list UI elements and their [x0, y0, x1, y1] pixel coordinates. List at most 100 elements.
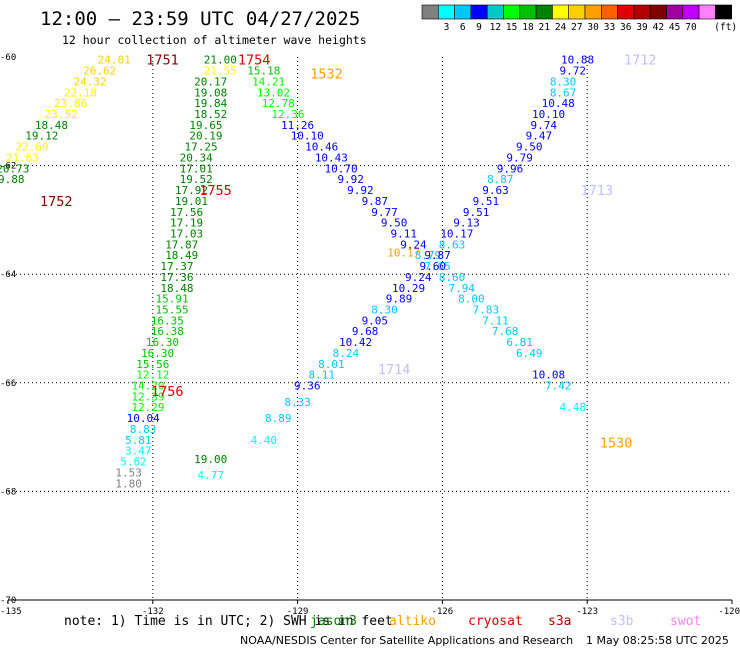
data-point-label: 9.13 [453, 217, 480, 230]
data-point-label: 8.87 [487, 173, 514, 186]
legend-swatch [454, 4, 472, 20]
data-point-label: 9.50 [381, 217, 408, 230]
legend-swatch [470, 4, 488, 20]
data-point-label: 12.78 [262, 97, 295, 110]
data-point-label: 9.72 [559, 65, 586, 78]
data-point-label: 9.47 [526, 130, 553, 143]
pass-label: 1530 [600, 436, 633, 452]
data-point-label: 19.84 [194, 97, 227, 110]
data-point-label: 21.63 [6, 151, 39, 164]
data-point-label: 13.02 [257, 86, 290, 99]
data-point-label: 10.08 [532, 369, 565, 382]
data-point-label: 9.96 [497, 162, 524, 175]
legend-swatch [633, 4, 651, 20]
data-point-label: 9.50 [516, 141, 543, 154]
data-point-label: 8.30 [371, 303, 398, 316]
data-point-label: 9.79 [506, 151, 533, 164]
pass-label: 1751 [146, 53, 179, 69]
data-point-label: 6.49 [516, 347, 543, 360]
data-point-label: 14.21 [252, 75, 285, 88]
legend-swatch [535, 4, 553, 20]
data-point-label: 19.88 [0, 173, 25, 186]
data-point-label: 9.74 [531, 119, 558, 132]
data-point-label: 19.00 [194, 453, 227, 466]
axes: -135 -132 -129 -126 -123 -120 -70 -68 -66 -64 -62 -… [0, 53, 740, 617]
data-point-label: 10.17 [387, 246, 420, 259]
data-point-label: 12.36 [271, 108, 304, 121]
data-point-label: 17.36 [160, 271, 193, 284]
data-point-label: 20.19 [189, 130, 222, 143]
data-point-label: 4.48 [559, 401, 586, 414]
data-point-label: 20.34 [180, 151, 213, 164]
y-tick-label: -64 [0, 270, 16, 280]
data-point-label: 12.39 [131, 390, 164, 403]
data-point-label: 3.47 [125, 445, 152, 458]
data-point-label: 7.11 [482, 314, 509, 327]
data-point-label: 17.87 [165, 238, 198, 251]
data-point-label: 16.30 [146, 336, 179, 349]
legend-label: 15 [506, 22, 517, 33]
chart-title: 12:00 – 23:59 UTC 04/27/2025 [40, 8, 360, 30]
data-point-label: 6.81 [506, 336, 533, 349]
satellite-name: swot [670, 614, 701, 629]
data-point-label: 15.18 [247, 65, 280, 78]
data-point-label: 8.60 [439, 271, 466, 284]
data-point-label: 8.24 [333, 347, 360, 360]
data-point-label: 16.30 [141, 347, 174, 360]
data-point-label: 8.01 [318, 358, 345, 371]
data-point-label: 18.52 [194, 108, 227, 121]
legend-swatch [503, 4, 521, 20]
legend-swatch [486, 4, 504, 20]
data-point-label: 9.24 [400, 238, 427, 251]
legend-swatch [584, 4, 602, 20]
footer-note: note: 1) Time is in UTC; 2) SWH is in fe… [64, 614, 393, 629]
legend-label: 3 [444, 22, 450, 33]
legend-label: 39 [636, 22, 648, 33]
pass-label: 1714 [378, 362, 411, 378]
data-point-label: 9.77 [371, 206, 398, 219]
data-point-label: 9.51 [463, 206, 490, 219]
data-point-label: 22.18 [64, 86, 97, 99]
data-point-label: 16.38 [151, 325, 184, 338]
legend-swatch [649, 4, 667, 20]
legend-label: 24 [555, 22, 567, 33]
footer-credit: NOAA/NESDIS Center for Satellite Applica… [240, 634, 573, 647]
legend-swatch [666, 4, 684, 20]
pass-label: 1754 [238, 53, 271, 69]
data-point-label: 24.32 [73, 75, 106, 88]
data-point-label: 7.68 [492, 325, 519, 338]
pass-label: 1755 [199, 183, 232, 199]
data-point-label: 21.55 [204, 65, 237, 78]
data-point-label: 9.87 [362, 195, 389, 208]
data-point-label: 9.87 [424, 249, 451, 262]
data-point-label: 12.29 [131, 401, 164, 414]
data-point-label: 10.70 [324, 162, 357, 175]
pass-label: 1713 [581, 183, 614, 199]
data-point-label: 17.92 [175, 184, 208, 197]
data-point-label: 17.25 [185, 141, 218, 154]
data-point-label: 12.12 [136, 369, 169, 382]
data-point-label: 16.35 [151, 314, 184, 327]
color-legend: 3 6 9 12 15 18 21 24 27 30 33 36 39 42 45 70 (ft) [421, 4, 737, 33]
data-point-label: 9.60 [419, 260, 446, 273]
grid [8, 57, 732, 600]
legend-swatch [682, 4, 700, 20]
legend-label: 36 [620, 22, 632, 33]
footer-timestamp: 1 May 08:25:58 UTC 2025 [586, 634, 729, 647]
data-point-label: 10.10 [532, 108, 565, 121]
legend-swatch [698, 4, 716, 20]
data-point-label: 1.53 [115, 466, 142, 479]
data-point-label: 15.56 [136, 358, 169, 371]
data-point-label: 4.77 [197, 469, 224, 482]
data-point-label: 26.62 [83, 65, 116, 78]
x-tick-label: -135 [0, 607, 22, 617]
satellite-legend: jason3 altiko cryosat s3a s3b swot [310, 614, 701, 629]
data-point-label: 9.63 [482, 184, 509, 197]
data-point-label: 5.62 [120, 456, 147, 469]
satellite-name: cryosat [468, 614, 523, 629]
data-point-label: 7.83 [473, 303, 500, 316]
data-point-label: 8.83 [130, 423, 157, 436]
data-point-label: 10.29 [392, 282, 425, 295]
x-tick-label: -132 [142, 607, 164, 617]
data-point-label: 8.63 [439, 238, 466, 251]
